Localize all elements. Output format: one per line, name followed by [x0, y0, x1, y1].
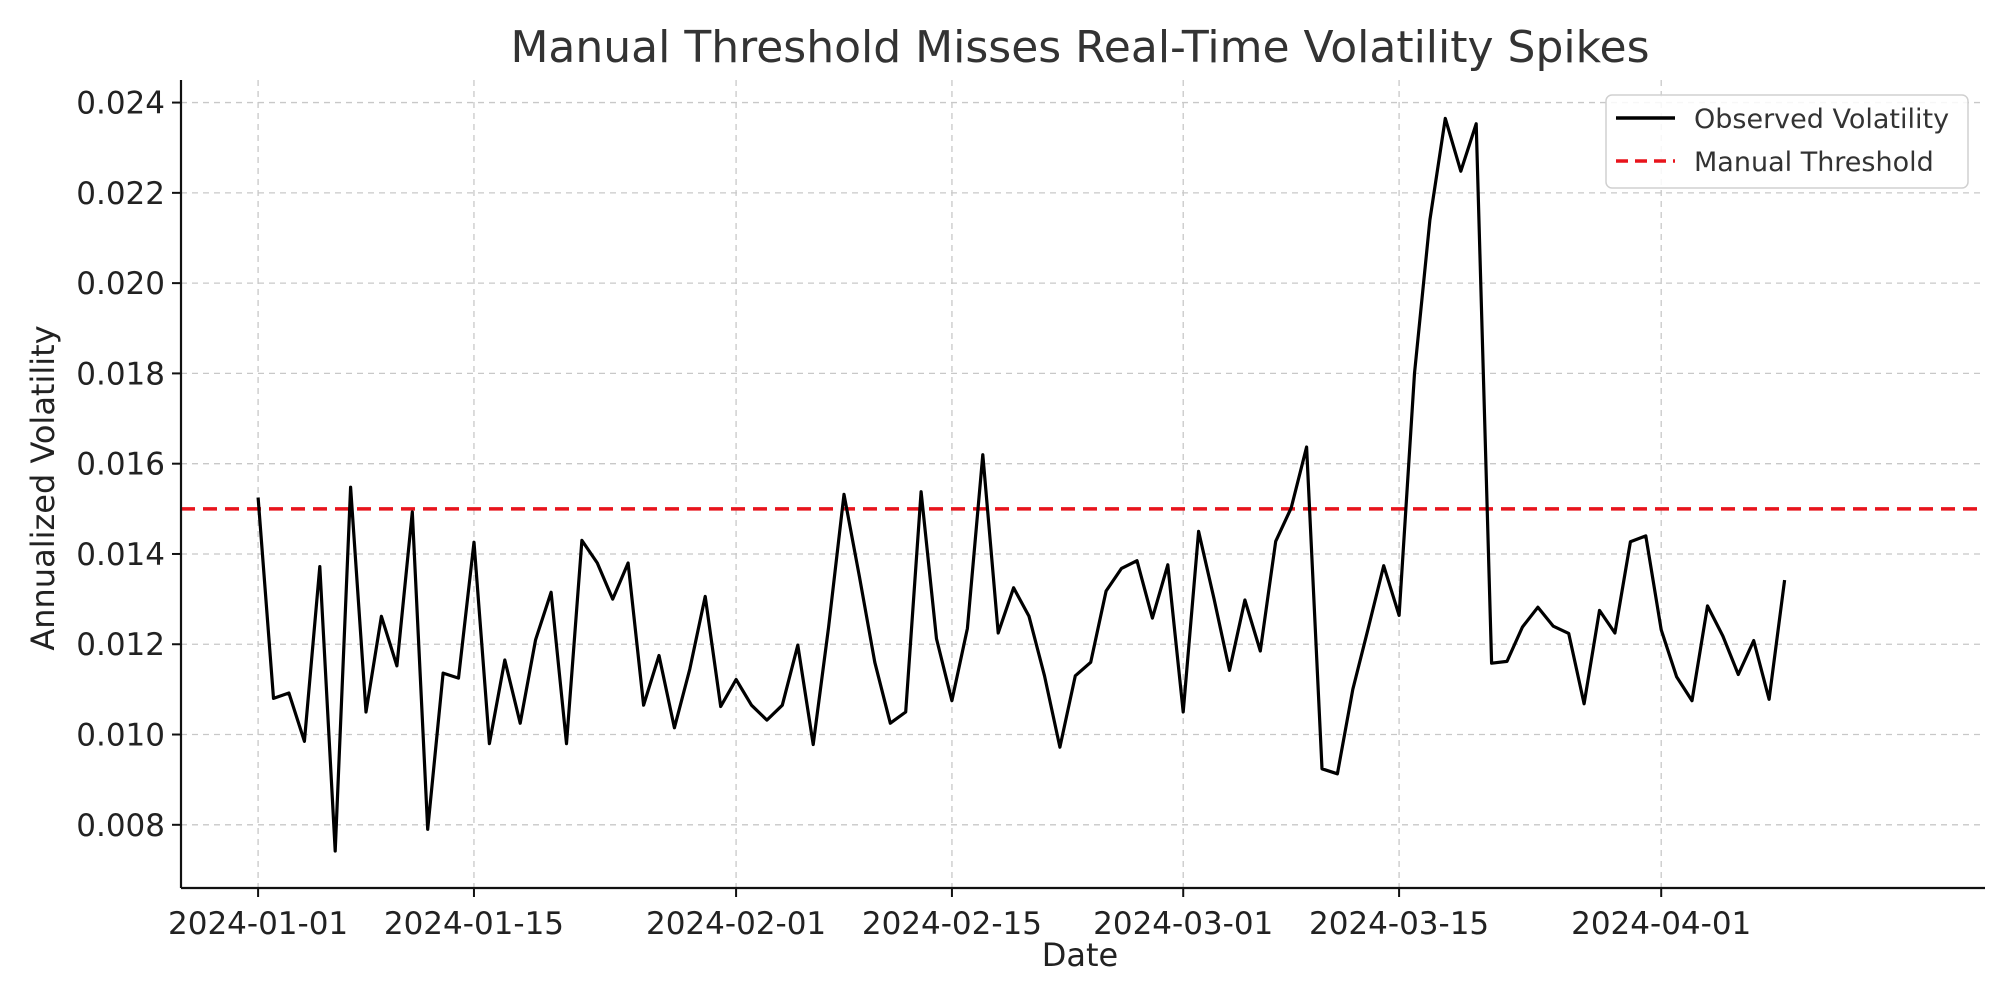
y-tick-label: 0.012: [76, 627, 165, 663]
legend-box: [1605, 94, 1969, 189]
y-axis-label: Annualized Volatility: [24, 325, 62, 650]
axes: [172, 80, 1985, 897]
y-tick-label: 0.024: [76, 86, 165, 122]
x-tick-label: 2024-01-01: [168, 906, 348, 942]
y-tick-label: 0.022: [76, 176, 165, 212]
grid-lines: [181, 80, 1985, 888]
x-tick-label: 2024-03-01: [1093, 906, 1273, 942]
legend: Observed Volatility Manual Threshold: [1605, 94, 1969, 189]
x-axis-label: Date: [1042, 936, 1118, 974]
y-tick-label: 0.018: [76, 356, 165, 392]
x-tick-label: 2024-02-15: [862, 906, 1042, 942]
x-tick-label: 2024-04-01: [1571, 906, 1751, 942]
y-tick-label: 0.008: [76, 808, 165, 844]
legend-label-threshold: Manual Threshold: [1694, 147, 1934, 178]
x-tick-label: 2024-02-01: [646, 906, 826, 942]
x-tick-label: 2024-03-15: [1309, 906, 1489, 942]
y-tick-label: 0.020: [76, 266, 165, 302]
x-tick-label: 2024-01-15: [384, 906, 564, 942]
chart-title: Manual Threshold Misses Real-Time Volati…: [510, 22, 1649, 73]
observed-volatility-line: [256, 116, 1787, 853]
y-tick-label: 0.016: [76, 447, 165, 483]
series-layer: [256, 116, 1787, 853]
y-tick-label: 0.010: [76, 718, 165, 754]
legend-label-observed: Observed Volatility: [1694, 104, 1949, 135]
y-tick-label: 0.014: [76, 537, 165, 573]
tick-labels: 0.008 0.010 0.012 0.014 0.016 0.018 0.020 0.022…: [76, 86, 1751, 942]
